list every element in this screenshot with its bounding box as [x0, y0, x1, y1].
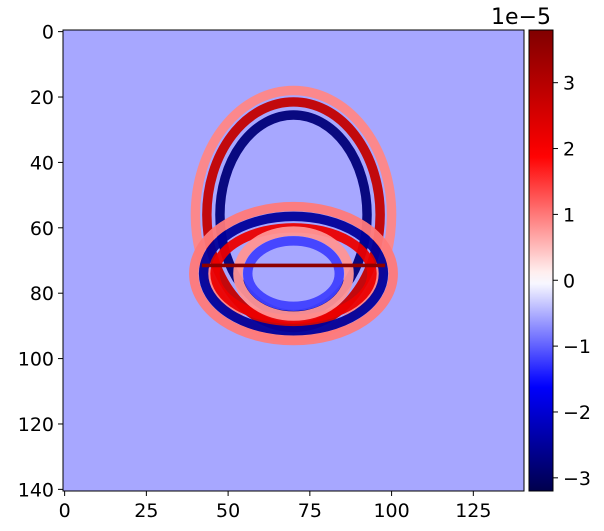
heatmap-field	[189, 85, 398, 346]
colorbar-tick-label: 0	[563, 270, 575, 292]
colorbar-frame	[528, 29, 554, 492]
inner-arc-band-1	[233, 226, 354, 321]
x-axis: 0 25 50 75 100 125	[59, 491, 491, 522]
inner-arc	[233, 226, 354, 321]
reflected-wavefront-band-1	[198, 211, 389, 336]
colorbar-tick-label: −1	[563, 336, 591, 358]
colorbar-tick-label: 2	[563, 139, 575, 161]
x-tick-label: 25	[134, 500, 158, 522]
y-tick-label: 140	[18, 479, 54, 501]
y-axis: 0 20 40 60 80 100 120 140	[18, 22, 63, 501]
inner-arc-band-0	[243, 236, 344, 311]
colorbar-tick-label: 3	[563, 73, 575, 95]
y-tick-label: 40	[30, 152, 54, 174]
x-tick-label: 50	[216, 500, 240, 522]
y-tick-label: 0	[42, 22, 54, 44]
y-tick-label: 60	[30, 218, 54, 240]
colorbar-gradient	[529, 30, 553, 491]
x-tick-label: 100	[373, 500, 409, 522]
heatmap-background	[63, 30, 524, 491]
colorbar-tick-label: −3	[563, 468, 591, 490]
heatmap-plot-area	[62, 29, 525, 492]
x-tick-label: 125	[455, 500, 491, 522]
x-tick-label: 75	[298, 500, 322, 522]
colorbar-tick-label: −2	[563, 402, 591, 424]
colorbar-tick-label: 1	[563, 204, 575, 226]
x-tick-label: 0	[59, 500, 71, 522]
y-tick-label: 100	[18, 349, 54, 371]
reflected-wavefront-band-2	[189, 201, 398, 346]
colorbar-ticks: −3 −2 −1 0 1 2 3	[553, 73, 591, 490]
plot-frame	[62, 29, 525, 492]
colorbar-offset-text: 1e−5	[491, 5, 551, 30]
colorbar: −3 −2 −1 0 1 2 3 1e−5	[491, 5, 591, 492]
y-tick-label: 20	[30, 87, 54, 109]
y-tick-label: 120	[18, 414, 54, 436]
y-tick-label: 80	[30, 283, 54, 305]
